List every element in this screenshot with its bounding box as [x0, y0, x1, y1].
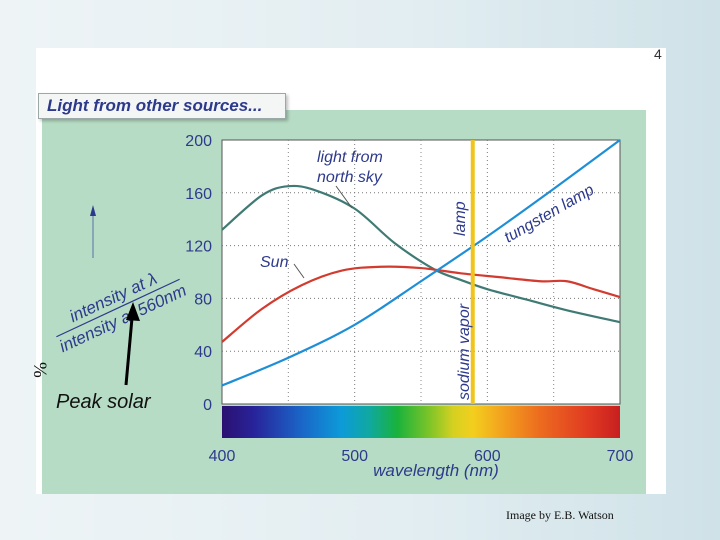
y-tick-label: 0 [203, 397, 212, 414]
north-sky-label-1: light from [317, 149, 383, 166]
sun-pointer [293, 263, 305, 279]
north-sky-pointer [335, 185, 353, 209]
x-tick-label: 400 [209, 448, 236, 465]
x-axis-label: wavelength (nm) [373, 461, 499, 480]
x-tick-label: 500 [341, 448, 368, 465]
chart-title-box: Light from other sources... [38, 93, 286, 119]
y-tick-label: 80 [194, 291, 212, 308]
grid [222, 140, 620, 404]
light-from-north-sky-line [221, 184, 621, 324]
y-tick-labels: 0 40 80 120 160 200 [185, 133, 212, 414]
north-sky-label-2: north sky [317, 169, 383, 186]
y-tick-label: 160 [185, 186, 212, 203]
percent-sign: % [29, 362, 50, 378]
x-tick-label: 600 [474, 448, 501, 465]
peak-solar-arrow [124, 302, 140, 386]
sun-line [221, 265, 621, 343]
y-axis-fraction-bar [56, 278, 180, 338]
x-tick-labels: 400 500 600 700 [209, 448, 634, 465]
spectrum-band [222, 406, 620, 438]
sodium-label-1: sodium vapor [456, 303, 473, 400]
y-tick-label: 40 [194, 344, 212, 361]
tungsten-lamp-line [221, 139, 621, 387]
y-tick-label: 120 [185, 239, 212, 256]
up-arrow-icon [90, 205, 96, 258]
y-axis-label-group: intensity at λ intensity at 560nm [56, 269, 189, 356]
y-tick-label: 200 [185, 133, 212, 150]
sun-label: Sun [260, 254, 289, 271]
x-tick-label: 700 [607, 448, 634, 465]
peak-solar-label: Peak solar [56, 391, 152, 413]
page-number: 4 [654, 46, 662, 62]
sodium-label-2: lamp [452, 201, 469, 236]
series-lines [221, 139, 621, 404]
chart-title: Light from other sources... [47, 96, 263, 115]
image-credit: Image by E.B. Watson [506, 508, 614, 522]
